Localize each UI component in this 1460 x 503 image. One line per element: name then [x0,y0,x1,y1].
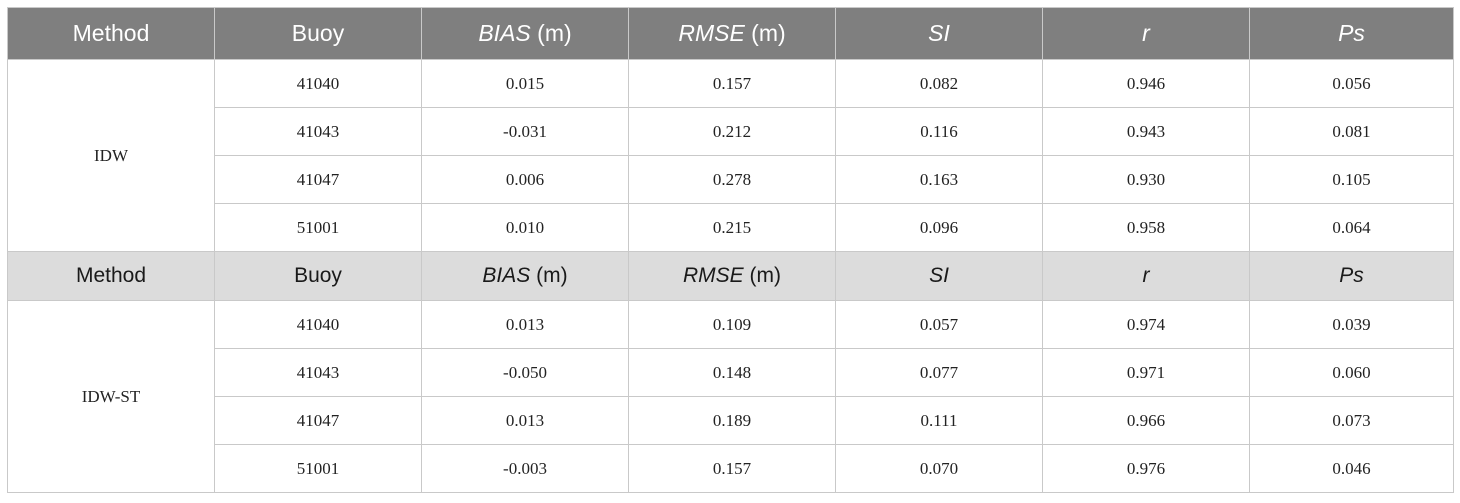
subheader-r: r [1042,251,1250,301]
ps-cell: 0.081 [1249,107,1454,156]
header-bias: BIAS (m) [421,7,629,60]
rmse-cell: 0.215 [628,203,836,252]
subheader-rmse-unit: (m) [743,264,782,287]
buoy-cell: 41040 [214,59,422,108]
header-buoy: Buoy [214,7,422,60]
ps-cell: 0.056 [1249,59,1454,108]
subheader-rmse-symbol: RMSE [682,264,744,287]
si-cell: 0.163 [835,155,1043,204]
r-cell: 0.966 [1042,396,1250,445]
bias-cell: -0.050 [421,348,629,397]
header-rmse-symbol: RMSE [678,20,745,46]
bias-cell: 0.006 [421,155,629,204]
buoy-cell: 41040 [214,300,422,349]
rmse-cell: 0.189 [628,396,836,445]
r-cell: 0.974 [1042,300,1250,349]
bias-cell: 0.015 [421,59,629,108]
header-row: Method Buoy BIAS (m) RMSE (m) SI r Ps [7,7,1454,60]
subheader-ps: Ps [1249,251,1454,301]
ps-cell: 0.105 [1249,155,1454,204]
ps-cell: 0.039 [1249,300,1454,349]
bias-cell: 0.013 [421,396,629,445]
subheader-bias-unit: (m) [530,264,568,287]
r-cell: 0.958 [1042,203,1250,252]
bias-cell: 0.013 [421,300,629,349]
header-bias-symbol: BIAS [478,20,531,46]
rmse-cell: 0.212 [628,107,836,156]
bias-cell: 0.010 [421,203,629,252]
table-row: 41043 -0.050 0.148 0.077 0.971 0.060 [8,348,1454,397]
subheader-si: SI [835,251,1043,301]
si-cell: 0.096 [835,203,1043,252]
header-rmse: RMSE (m) [628,7,836,60]
table-row: IDW 41040 0.015 0.157 0.082 0.946 0.056 [7,59,1454,252]
ps-cell: 0.060 [1249,348,1454,397]
subheader-method: Method [7,251,215,301]
si-cell: 0.070 [835,444,1043,493]
header-bias-unit: (m) [530,20,572,46]
ps-cell: 0.046 [1249,444,1454,493]
buoy-cell: 41047 [214,155,422,204]
buoy-cell: 51001 [214,203,422,252]
si-cell: 0.057 [835,300,1043,349]
method-cell-idw: IDW [7,59,215,252]
subheader-buoy: Buoy [214,251,422,301]
si-cell: 0.082 [835,59,1043,108]
header-si: SI [835,7,1043,60]
method-cell-idw-st: IDW-ST [7,300,215,493]
bias-cell: -0.031 [421,107,629,156]
ps-cell: 0.073 [1249,396,1454,445]
subheader-bias-symbol: BIAS [482,264,531,287]
header-method: Method [7,7,215,60]
r-cell: 0.943 [1042,107,1250,156]
header-ps: Ps [1249,7,1454,60]
rmse-cell: 0.157 [628,59,836,108]
header-rmse-unit: (m) [744,20,786,46]
rmse-cell: 0.109 [628,300,836,349]
r-cell: 0.971 [1042,348,1250,397]
buoy-cell: 41043 [214,107,422,156]
subheader-rmse: RMSE (m) [628,251,836,301]
ps-cell: 0.064 [1249,203,1454,252]
rmse-cell: 0.148 [628,348,836,397]
subheader-bias: BIAS (m) [421,251,629,301]
rmse-cell: 0.278 [628,155,836,204]
r-cell: 0.976 [1042,444,1250,493]
buoy-cell: 51001 [214,444,422,493]
table-row: 41043 -0.031 0.212 0.116 0.943 0.081 [8,107,1454,156]
buoy-cell: 41043 [214,348,422,397]
header-r: r [1042,7,1250,60]
r-cell: 0.946 [1042,59,1250,108]
rmse-cell: 0.157 [628,444,836,493]
table-row: IDW-ST 41040 0.013 0.109 0.057 0.974 0.0… [7,300,1454,493]
si-cell: 0.077 [835,348,1043,397]
table-row: 51001 -0.003 0.157 0.070 0.976 0.046 [8,444,1454,493]
si-cell: 0.116 [835,107,1043,156]
table-row: 41047 0.013 0.189 0.111 0.966 0.073 [8,396,1454,445]
si-cell: 0.111 [835,396,1043,445]
table-row: 41047 0.006 0.278 0.163 0.930 0.105 [8,155,1454,204]
bias-cell: -0.003 [421,444,629,493]
buoy-cell: 41047 [214,396,422,445]
subheader-row: Method Buoy BIAS (m) RMSE (m) SI r Ps [7,251,1454,301]
table-row: 51001 0.010 0.215 0.096 0.958 0.064 [8,203,1454,252]
r-cell: 0.930 [1042,155,1250,204]
results-table: Method Buoy BIAS (m) RMSE (m) SI r Ps ID… [7,7,1454,493]
